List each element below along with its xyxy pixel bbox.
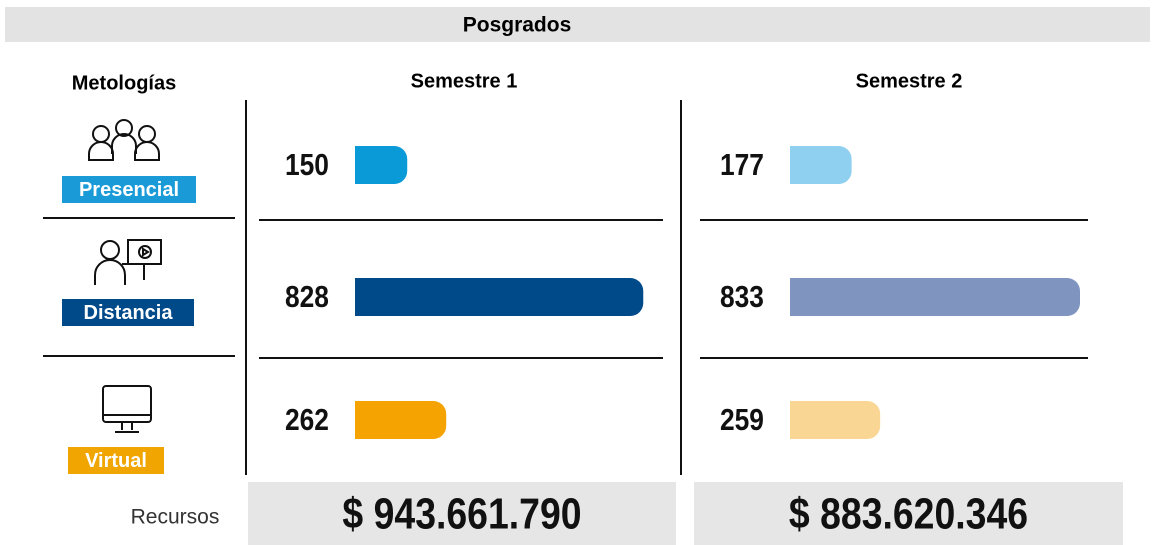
- value-label: 259: [720, 403, 764, 437]
- method-label: Distancia: [84, 302, 174, 324]
- resources-box: [694, 482, 1123, 545]
- method-label: Virtual: [85, 450, 147, 472]
- method-badge: [62, 176, 196, 203]
- computer-icon: [102, 385, 152, 433]
- bar: [790, 146, 852, 184]
- bar: [355, 146, 408, 184]
- value-label: 262: [285, 403, 329, 437]
- column-header: Metologías: [72, 72, 176, 94]
- bar: [355, 401, 447, 439]
- people-icon: [88, 119, 160, 161]
- resources-box: [248, 482, 676, 545]
- bar: [790, 278, 1080, 316]
- resources-label: Recursos: [131, 506, 220, 529]
- resources-value: $ 943.661.790: [342, 489, 581, 539]
- method-label: Presencial: [79, 179, 179, 201]
- distance-icon: [94, 239, 162, 285]
- value-label: 177: [720, 148, 764, 182]
- semester-header: Semestre 2: [856, 70, 963, 92]
- bar: [355, 278, 644, 316]
- resources-value: $ 883.620.346: [789, 489, 1028, 539]
- title: Posgrados: [463, 14, 572, 37]
- value-label: 833: [720, 280, 764, 314]
- method-badge: [62, 299, 194, 326]
- method-badge: [68, 447, 164, 474]
- value-label: 828: [285, 280, 329, 314]
- bar: [790, 401, 881, 439]
- semester-header: Semestre 1: [411, 70, 518, 92]
- value-label: 150: [285, 148, 329, 182]
- header-bar: [5, 7, 1150, 42]
